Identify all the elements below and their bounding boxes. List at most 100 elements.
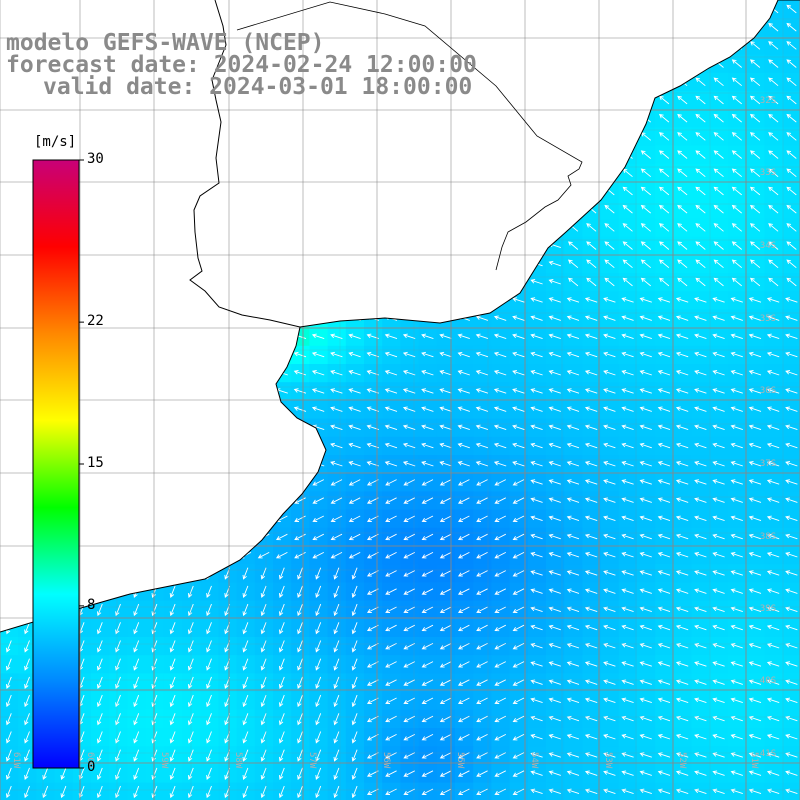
wind-arrow (476, 479, 488, 486)
wind-arrow (457, 424, 470, 431)
wind-arrow (749, 168, 761, 178)
wind-arrow (151, 731, 158, 744)
wind-arrow (785, 515, 798, 522)
wind-arrow (766, 388, 780, 394)
wind-arrow (621, 552, 634, 558)
wind-arrow (731, 186, 742, 196)
wind-arrow (348, 479, 361, 486)
wind-arrow (384, 406, 398, 412)
wind-arrow (512, 661, 525, 668)
wind-arrow (713, 77, 724, 87)
wind-arrow (242, 767, 249, 780)
wind-arrow (786, 204, 797, 214)
wind-arrow (621, 497, 634, 503)
wind-arrow (206, 749, 212, 762)
wind-arrow (403, 624, 416, 632)
wind-arrow (639, 370, 652, 376)
wind-arrow (494, 661, 507, 668)
wind-arrow (297, 713, 303, 726)
wind-arrow (677, 259, 688, 269)
wind-arrow (293, 406, 307, 412)
latitude-label: 32S (760, 96, 776, 106)
wind-arrow (169, 603, 176, 617)
wind-arrow (712, 552, 725, 558)
wind-arrow (713, 223, 724, 232)
wind-arrow (351, 585, 358, 598)
wind-arrow (242, 676, 249, 689)
wind-arrow (712, 624, 725, 631)
wind-arrow (315, 785, 322, 799)
wind-arrow (603, 351, 616, 358)
wind-arrow (584, 788, 598, 795)
wind-arrow (512, 351, 525, 358)
wind-arrow (640, 204, 651, 214)
wind-arrow (603, 315, 616, 321)
wind-arrow (730, 697, 743, 704)
wind-arrow (766, 406, 780, 412)
wind-arrow (731, 132, 742, 141)
wind-arrow (785, 479, 798, 485)
wind-arrow (512, 297, 525, 303)
wind-arrow (333, 676, 340, 689)
wind-arrow (457, 333, 470, 340)
wind-arrow (567, 241, 579, 250)
wind-arrow (133, 658, 140, 671)
wind-arrow (785, 552, 798, 558)
wind-arrow (278, 676, 285, 689)
wind-arrow (494, 752, 507, 759)
wind-arrow (675, 351, 689, 358)
wind-arrow (385, 588, 397, 595)
wind-arrow (297, 567, 303, 580)
wind-arrow (675, 461, 689, 467)
wind-arrow (730, 734, 743, 740)
wind-arrow (311, 333, 325, 340)
wind-arrow (151, 640, 158, 653)
wind-arrow (96, 640, 103, 653)
wind-arrow (476, 770, 488, 777)
wind-arrow (169, 749, 176, 762)
wind-arrow (604, 204, 615, 214)
wind-arrow (297, 585, 303, 598)
wind-arrow (694, 770, 707, 776)
wind-arrow (657, 370, 671, 376)
wind-arrow (712, 606, 725, 613)
wind-arrow (748, 461, 762, 467)
wind-arrow (675, 788, 689, 795)
wind-arrow (206, 585, 212, 598)
wind-arrow (96, 658, 103, 671)
colorbar-unit-label: [m/s] (34, 134, 77, 150)
wind-arrow (278, 713, 285, 726)
wind-arrow (115, 767, 121, 780)
wind-arrow (713, 168, 724, 178)
wind-arrow (421, 551, 434, 559)
wind-arrow (96, 731, 103, 744)
wind-arrow (748, 624, 762, 631)
wind-arrow (206, 640, 212, 653)
wind-arrow (493, 370, 507, 376)
wind-arrow (385, 497, 397, 504)
wind-arrow (457, 752, 470, 759)
wind-arrow (695, 95, 706, 105)
wind-arrow (403, 770, 416, 777)
wind-arrow (713, 186, 724, 196)
wind-arrow (785, 588, 798, 594)
wind-arrow (712, 497, 725, 503)
wind-arrow (748, 442, 762, 449)
wind-arrow (566, 351, 580, 358)
wind-arrow (439, 752, 452, 759)
wind-arrow (512, 733, 525, 741)
wind-arrow (494, 570, 507, 577)
wind-arrow (206, 603, 212, 617)
wind-arrow (115, 676, 121, 689)
wind-arrow (60, 767, 67, 780)
wind-arrow (657, 442, 671, 449)
wind-arrow (675, 734, 689, 740)
wind-arrow (694, 297, 707, 303)
wind-arrow (242, 622, 249, 635)
wind-arrow (748, 552, 762, 558)
wind-arrow (403, 479, 416, 486)
wind-arrow (768, 113, 779, 123)
wind-speed-cell (782, 18, 800, 37)
wind-arrow (530, 624, 543, 631)
wind-arrow (604, 241, 615, 250)
